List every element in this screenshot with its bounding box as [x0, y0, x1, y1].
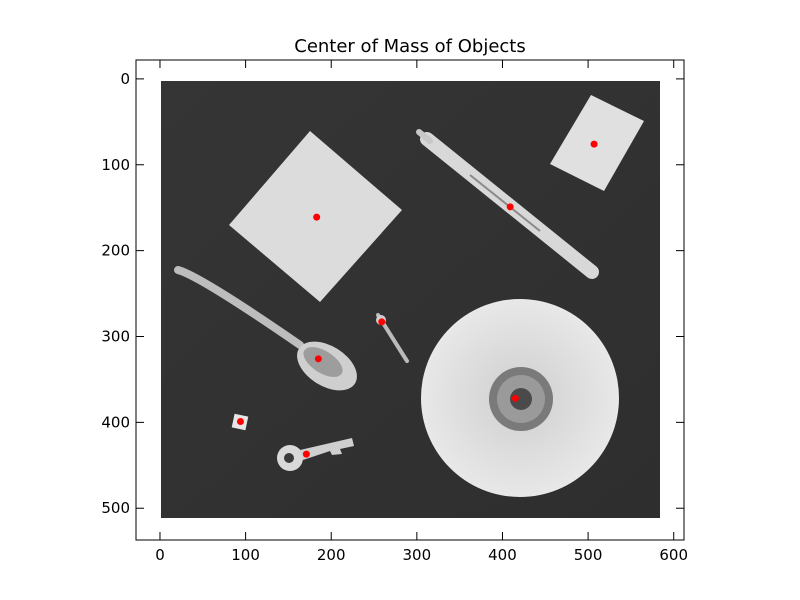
- x-tick-label: 600: [659, 546, 688, 564]
- y-tick-label: 500: [101, 499, 130, 517]
- x-axis-ticks: 0 100 200 300 400 500 600: [155, 60, 688, 564]
- key-shape: [277, 438, 354, 471]
- x-tick-label: 500: [574, 546, 603, 564]
- x-tick-label: 200: [317, 546, 346, 564]
- center-of-mass-point: [236, 418, 244, 426]
- center-of-mass-point: [590, 140, 598, 148]
- center-of-mass-points: [236, 140, 598, 458]
- center-of-mass-point: [313, 213, 321, 221]
- center-of-mass-point: [511, 394, 519, 402]
- x-tick-label: 400: [488, 546, 517, 564]
- x-tick-label: 0: [155, 546, 165, 564]
- y-tick-label: 100: [101, 156, 130, 174]
- spoon-shape: [174, 266, 357, 391]
- center-of-mass-point: [506, 203, 514, 211]
- center-of-mass-point: [314, 355, 322, 363]
- x-tick-label: 300: [403, 546, 432, 564]
- chart-title: Center of Mass of Objects: [294, 36, 526, 57]
- x-tick-label: 100: [231, 546, 260, 564]
- axes-frame: [135, 59, 685, 541]
- center-of-mass-point: [302, 450, 310, 458]
- cd-shape: [421, 299, 619, 497]
- background-photo: [161, 81, 660, 518]
- y-axis-ticks: 0 100 200 300 400 500: [101, 70, 684, 517]
- y-tick-label: 300: [101, 327, 130, 345]
- y-tick-label: 0: [120, 70, 130, 88]
- y-tick-label: 400: [101, 413, 130, 431]
- center-of-mass-point: [378, 318, 386, 326]
- y-tick-label: 200: [101, 242, 130, 260]
